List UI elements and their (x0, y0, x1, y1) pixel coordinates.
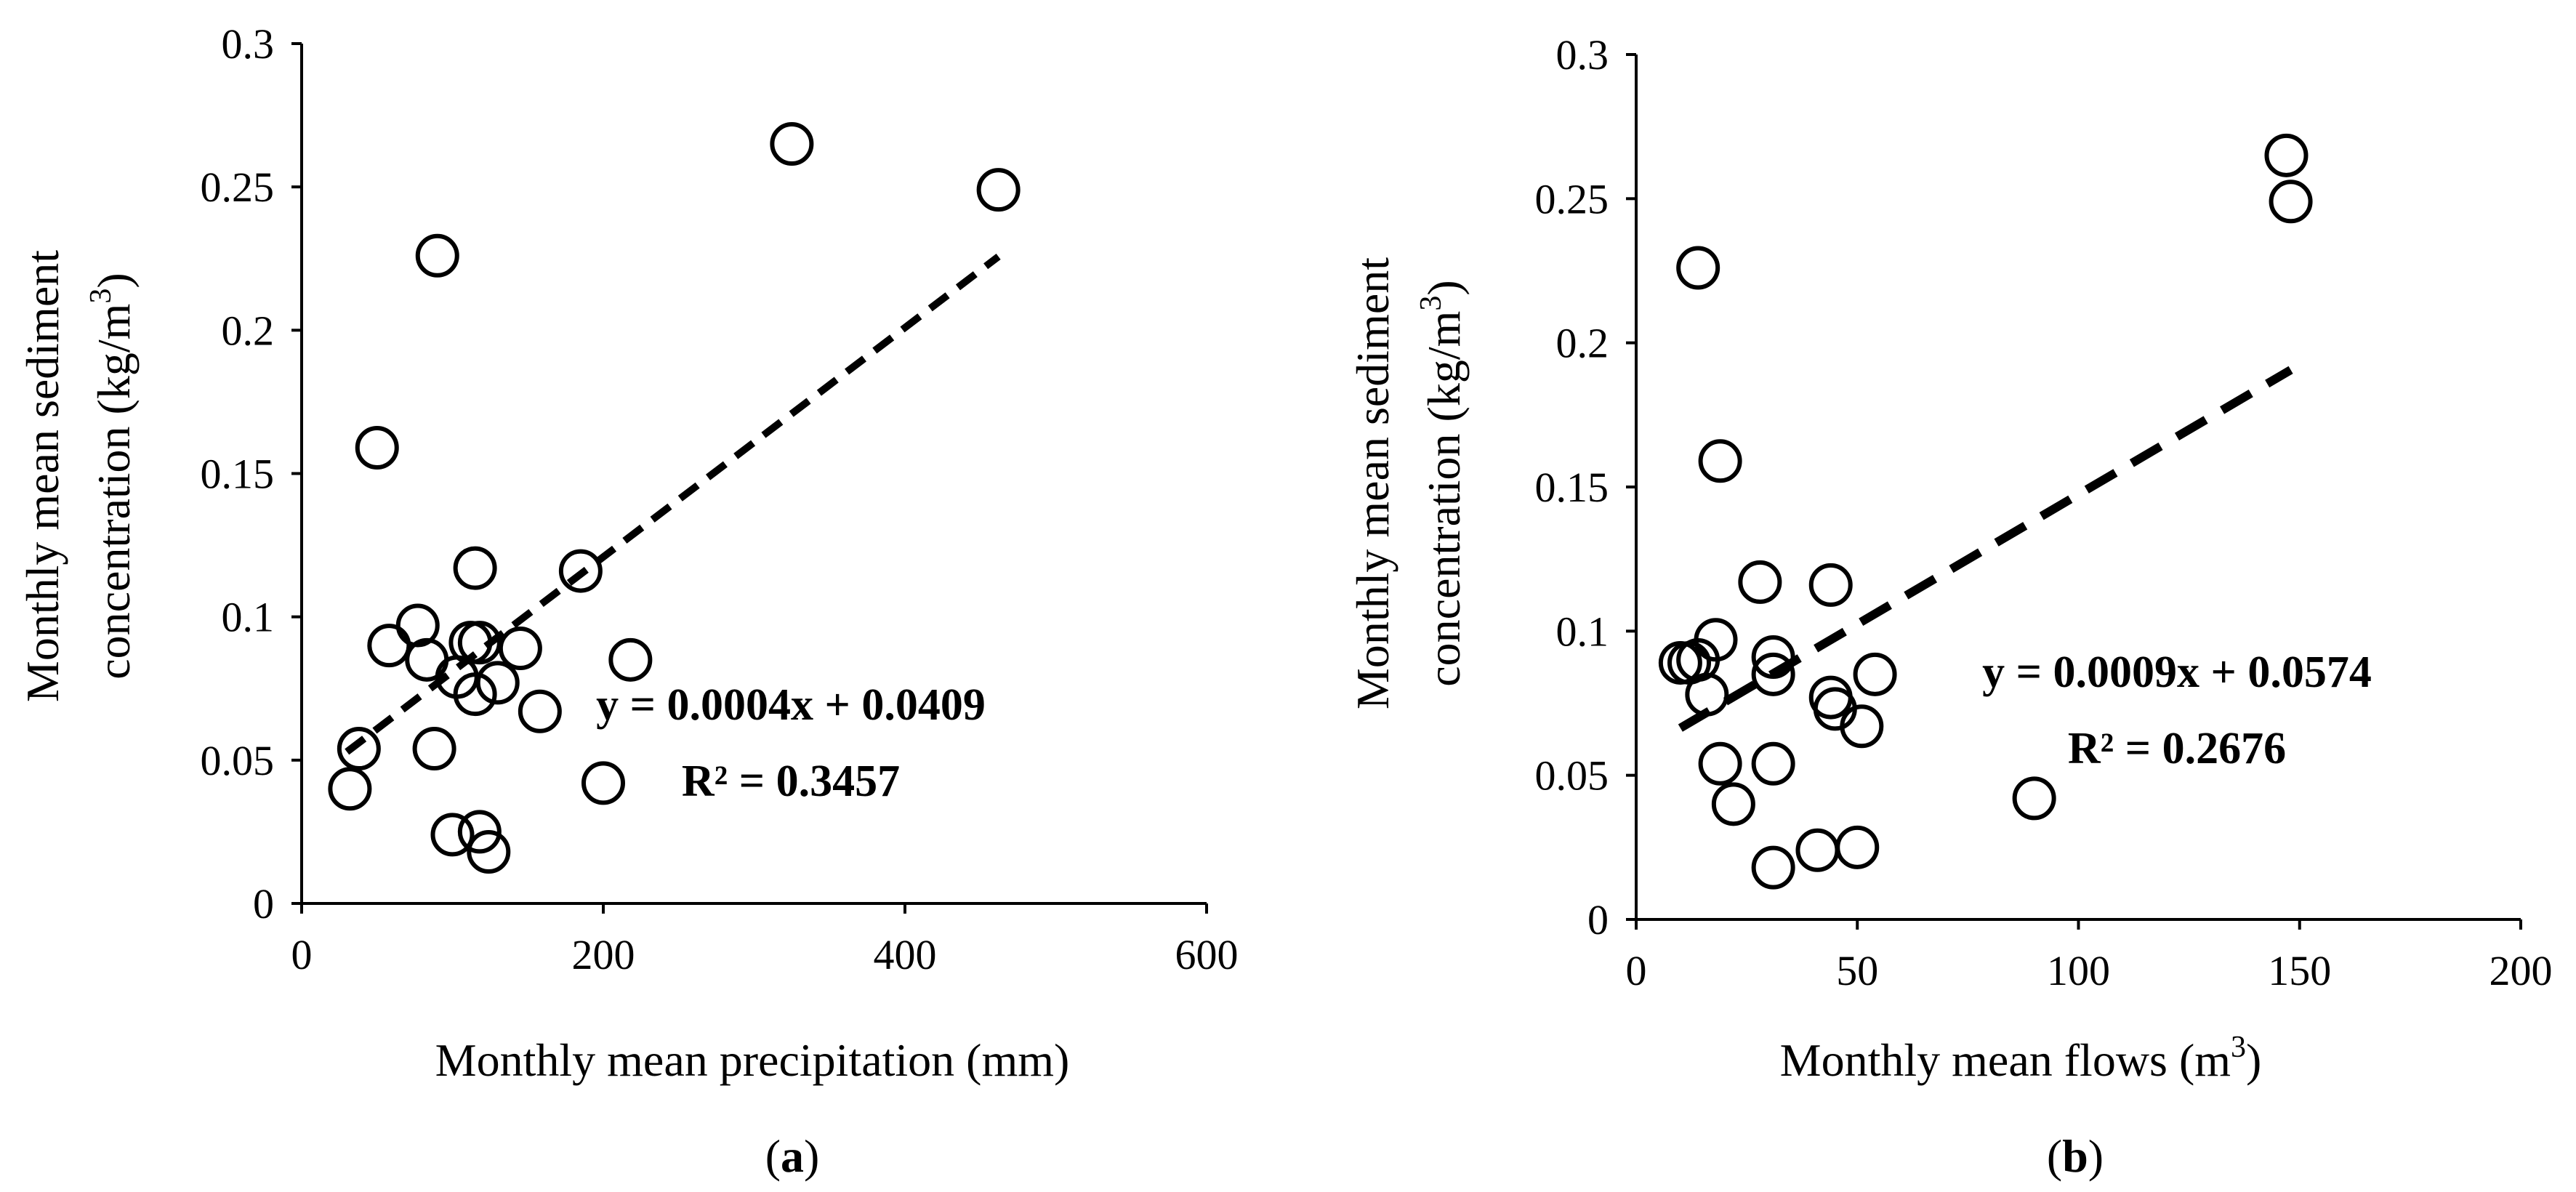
data-point (581, 761, 625, 805)
y-tick-label: 0.25 (1535, 175, 1609, 222)
data-point (395, 603, 440, 648)
y-tick-label: 0.25 (201, 164, 275, 211)
y-tick-label: 0.1 (222, 594, 275, 641)
data-point (405, 637, 449, 682)
x-tick-label: 100 (2047, 947, 2110, 994)
x-tick-label: 600 (1175, 931, 1239, 978)
data-point (1698, 741, 1742, 786)
y-tick-label: 0 (253, 880, 274, 927)
data-point (457, 621, 502, 665)
data-point (415, 233, 459, 278)
x-tick-label: 0 (291, 931, 313, 978)
data-point (770, 122, 814, 166)
data-point (498, 627, 542, 671)
y-tick-label: 0.2 (222, 307, 275, 354)
x-tick-label: 200 (572, 931, 635, 978)
data-point (1738, 560, 1782, 604)
equation-a: y = 0.0004x + 0.0409 (596, 680, 986, 730)
data-point (558, 549, 603, 593)
data-point (976, 168, 1021, 212)
x-axis-label-b: Monthly mean flows (m3) (1780, 1031, 2262, 1086)
chart-panel-b: 0 0.05 0.1 0.15 0.2 0.25 0.3 0 50 100 150 200 y = … (1347, 31, 2553, 1182)
data-point (2264, 133, 2309, 177)
y-tick-label: 0.15 (1535, 464, 1609, 511)
data-point (1676, 246, 1720, 290)
data-point (1698, 439, 1742, 483)
data-point (367, 624, 411, 668)
y-axis-label-a-line1: Monthly mean sediment (17, 250, 68, 702)
x-tick-label: 400 (874, 931, 937, 978)
data-point (1795, 828, 1840, 872)
y-tick-label: 0.05 (1535, 752, 1609, 800)
data-point (475, 661, 520, 705)
equation-b: y = 0.0009x + 0.0574 (1982, 648, 2372, 697)
r2-a: R² = 0.3457 (682, 757, 900, 806)
data-point (1751, 635, 1795, 680)
r2-b: R² = 0.2676 (2068, 724, 2286, 773)
data-point (1751, 652, 1795, 696)
data-point (1835, 825, 1880, 869)
data-point (1685, 672, 1729, 717)
data-point (2012, 776, 2056, 821)
y-tick-label: 0.15 (201, 451, 275, 498)
data-point (1676, 638, 1720, 682)
x-tick-label: 150 (2268, 947, 2331, 994)
data-point (412, 727, 456, 771)
data-point (1751, 845, 1795, 890)
data-point (355, 426, 399, 470)
panel-label-b: (b) (2047, 1130, 2104, 1182)
y-tick-label: 0.1 (1556, 608, 1609, 655)
x-tick-label: 0 (1626, 947, 1647, 994)
y-tick-label: 0.3 (1556, 31, 1609, 78)
panel-label-a: (a) (765, 1130, 820, 1182)
y-tick-label: 0.2 (1556, 320, 1609, 367)
trendline-b (1678, 366, 2293, 732)
data-point (337, 727, 381, 771)
y-axis-label-b-line1: Monthly mean sediment (1347, 257, 1398, 709)
y-axis-label-b-line2: concentration (kg/m3) (1414, 280, 1470, 686)
data-point (1853, 652, 1897, 696)
x-tick-label: 200 (2490, 947, 2553, 994)
y-tick-label: 0.3 (222, 20, 275, 68)
trendline-a (345, 254, 1001, 755)
data-point (430, 813, 475, 857)
y-tick-label: 0 (1587, 896, 1609, 943)
x-axis-label-a: Monthly mean precipitation (mm) (435, 1034, 1070, 1086)
y-axis-label-a-line2: concentration (kg/m3) (84, 273, 140, 679)
x-tick-label: 50 (1836, 947, 1878, 994)
data-point (328, 767, 372, 811)
data-point (457, 810, 502, 854)
y-tick-label: 0.05 (201, 737, 275, 784)
data-point (518, 689, 562, 733)
data-point (1711, 782, 1755, 826)
chart-panel-a: 0 0.05 0.1 0.15 0.2 0.25 0.3 0 200 400 600 y = 0.… (17, 20, 1239, 1182)
data-point (453, 672, 497, 717)
data-point (1751, 741, 1795, 786)
data-point (467, 830, 511, 874)
data-point (453, 546, 497, 590)
data-point (1840, 704, 1884, 749)
data-point (2269, 180, 2313, 224)
data-point (1808, 563, 1853, 607)
data-point (608, 637, 653, 682)
